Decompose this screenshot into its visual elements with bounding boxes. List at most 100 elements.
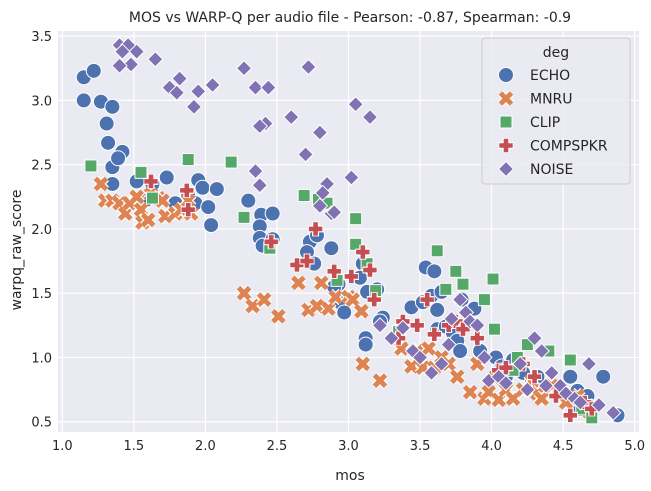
data-point-clip — [456, 277, 470, 291]
data-point-noise — [168, 84, 185, 101]
legend-box — [481, 37, 631, 185]
y-tick-label: 1.0 — [31, 351, 52, 366]
data-point-noise — [361, 108, 379, 126]
data-point-echo — [104, 98, 121, 115]
data-point-noise — [114, 43, 131, 60]
data-point-mnru — [354, 355, 371, 373]
data-point-echo — [158, 169, 175, 186]
data-point-noise — [283, 108, 300, 126]
data-point-noise — [343, 169, 360, 186]
data-point-noise — [423, 364, 440, 382]
x-axis-label: mos — [335, 468, 365, 484]
data-point-clip — [145, 191, 159, 205]
data-point-compspkr — [289, 257, 305, 273]
data-point-compspkr — [366, 292, 382, 308]
data-point-noise — [519, 381, 536, 398]
y-tick-label: 1.5 — [31, 287, 52, 302]
data-point-echo — [562, 368, 579, 385]
data-point-clip — [477, 293, 491, 307]
data-point-noise — [590, 396, 608, 414]
legend-label-mnru: MNRU — [530, 92, 573, 108]
data-point-echo — [110, 150, 127, 167]
data-point-noise — [297, 146, 314, 163]
data-point-mnru — [533, 390, 550, 407]
data-point-compspkr — [299, 253, 315, 269]
x-tick-label: 4.0 — [481, 439, 502, 454]
data-point-mnru — [504, 390, 522, 407]
x-tick-labels: 1.0 1.5 2.0 2.5 3.0 3.5 4.0 4.5 5.0 — [52, 439, 645, 454]
data-point-noise — [443, 310, 460, 328]
data-point-echo — [240, 192, 257, 209]
data-point-echo — [203, 217, 220, 234]
data-point-noise — [311, 124, 329, 141]
y-tick-labels: 0.5 1.0 1.5 2.0 2.5 3.0 3.5 — [31, 30, 52, 431]
data-point-mnru — [371, 372, 389, 389]
data-point-noise — [371, 317, 389, 334]
data-point-mnru — [117, 205, 134, 222]
x-tick-label: 2.5 — [267, 439, 288, 454]
data-point-noise — [147, 51, 164, 68]
data-point-noise — [440, 336, 457, 353]
data-point-mnru — [128, 188, 145, 205]
data-point-compspkr — [179, 182, 195, 198]
data-point-noise — [247, 162, 264, 180]
data-point-compspkr — [527, 369, 543, 385]
data-point-noise — [347, 96, 364, 113]
data-point-noise — [451, 291, 469, 308]
legend-marker-mnru — [497, 90, 515, 107]
legend-label-echo: ECHO — [530, 68, 570, 84]
data-point-echo — [452, 343, 469, 360]
data-point-compspkr — [455, 321, 471, 337]
data-point-mnru — [290, 274, 307, 292]
data-point-echo — [75, 92, 92, 109]
data-point-noise — [469, 317, 486, 334]
data-point-echo — [264, 205, 281, 222]
data-point-noise — [314, 184, 331, 202]
data-point-echo — [429, 301, 446, 318]
data-point-noise — [122, 56, 140, 73]
data-point-noise — [260, 79, 277, 96]
legend-label-clip: CLIP — [530, 115, 560, 131]
data-point-mnru — [140, 211, 157, 229]
data-point-echo — [595, 368, 612, 385]
x-tick-label: 3.0 — [338, 439, 359, 454]
data-point-noise — [251, 117, 268, 135]
data-point-noise — [204, 76, 221, 94]
y-tick-label: 3.0 — [31, 94, 52, 109]
data-point-clip — [297, 189, 311, 203]
data-point-clip — [134, 165, 148, 179]
data-point-mnru — [327, 288, 344, 306]
data-point-noise — [251, 177, 268, 194]
y-tick-label: 2.5 — [31, 159, 52, 174]
data-point-compspkr — [409, 317, 425, 333]
data-point-noise — [411, 349, 429, 366]
data-point-echo — [426, 263, 443, 280]
data-point-compspkr — [362, 262, 378, 278]
data-point-noise — [383, 329, 400, 347]
data-point-echo — [98, 115, 115, 132]
data-point-mnru — [313, 274, 330, 292]
data-point-compspkr — [308, 221, 324, 237]
data-point-noise — [605, 404, 622, 421]
legend-label-compspkr: COMPSPKR — [530, 139, 608, 155]
legend-marker-echo — [498, 67, 514, 83]
data-point-noise — [300, 58, 317, 76]
data-point-clip — [486, 272, 500, 286]
x-tick-label: 2.0 — [195, 439, 216, 454]
data-point-compspkr — [343, 268, 359, 284]
data-point-mnru — [449, 368, 466, 385]
data-point-clip — [439, 282, 453, 296]
data-point-noise — [311, 197, 329, 215]
data-point-echo — [336, 304, 353, 321]
x-tick-label: 3.5 — [410, 439, 431, 454]
data-point-noise — [128, 43, 145, 60]
data-point-mnru — [255, 291, 273, 308]
data-point-compspkr — [143, 173, 159, 189]
data-point-echo — [323, 240, 340, 257]
x-tick-label: 5.0 — [624, 439, 645, 454]
data-point-noise — [497, 374, 515, 392]
data-point-clip — [449, 264, 463, 278]
data-point-echo — [357, 336, 374, 353]
data-point-mnru — [353, 303, 370, 320]
